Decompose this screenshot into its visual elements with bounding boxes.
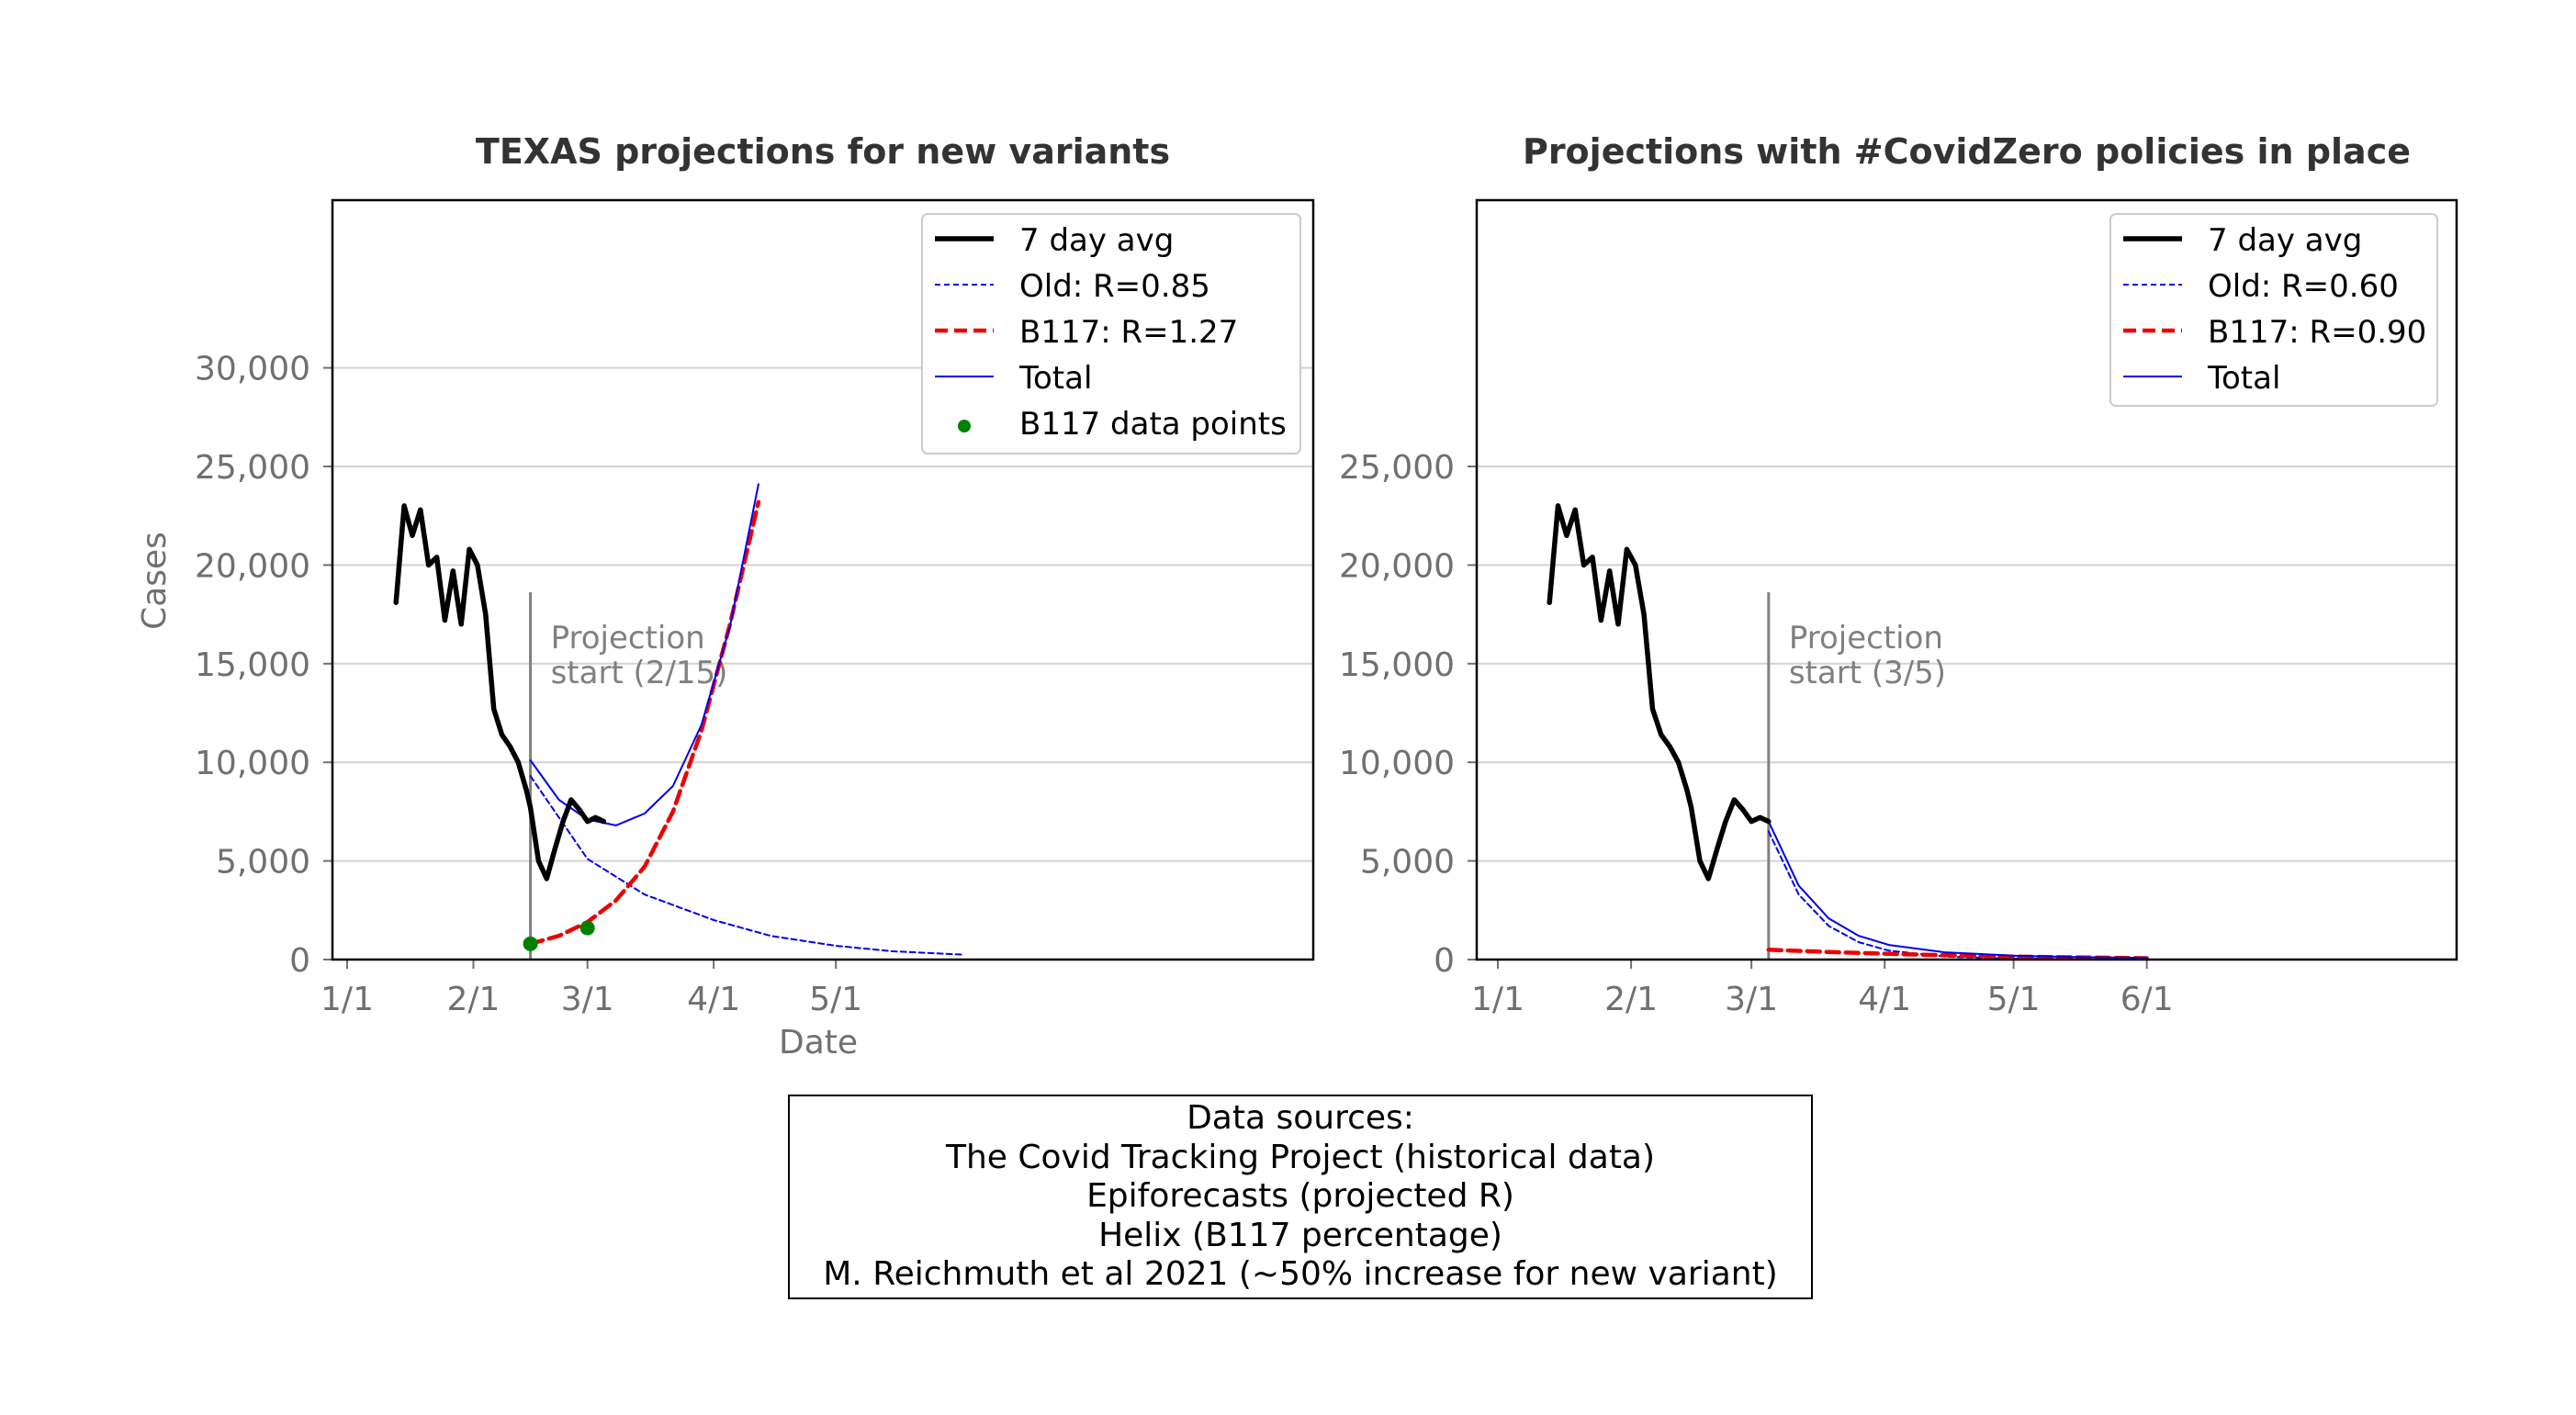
legend-label: B117: R=1.27 (1019, 314, 1238, 351)
legend-label: Old: R=0.85 (1019, 268, 1210, 305)
legend-label: 7 day avg (2208, 222, 2362, 259)
series-line (393, 503, 607, 882)
sources-line: Data sources: (1187, 1099, 1414, 1138)
series-line (1767, 820, 2148, 960)
series-line (529, 775, 963, 956)
projection-annotation: start (2/15) (551, 655, 728, 691)
legend-label: Old: R=0.60 (2208, 268, 2399, 305)
y-tick-label: 10,000 (195, 745, 310, 782)
legend-label: Total (1018, 360, 1092, 397)
data-sources-box: Data sources: The Covid Tracking Project… (788, 1095, 1813, 1299)
x-tick-label: 4/1 (1858, 981, 1911, 1018)
y-tick-label: 25,000 (195, 449, 310, 487)
y-tick-label: 0 (289, 942, 310, 980)
series-line (1766, 948, 2149, 960)
series-line (528, 500, 761, 947)
y-tick-label: 5,000 (1360, 844, 1455, 882)
legend-swatch (958, 420, 971, 432)
legend-label: 7 day avg (1019, 222, 1174, 259)
y-tick-label: 0 (1434, 942, 1455, 980)
y-tick-label: 30,000 (195, 351, 310, 388)
x-axis-label: Date (779, 1024, 858, 1061)
sources-line: The Covid Tracking Project (historical d… (945, 1138, 1656, 1176)
b117-data-point (523, 936, 538, 951)
x-tick-label: 6/1 (2120, 981, 2174, 1018)
x-tick-label: 1/1 (321, 981, 374, 1018)
y-tick-label: 15,000 (195, 646, 310, 684)
x-tick-label: 4/1 (687, 981, 740, 1018)
covidzero-projection-panel: Projections with #CovidZero policies in … (1339, 131, 2458, 1018)
legend-label: B117: R=0.90 (2208, 314, 2426, 351)
plot-frame (331, 198, 1315, 961)
legend-box (921, 213, 1301, 455)
y-tick-label: 10,000 (1339, 745, 1455, 782)
sources-line: Epiforecasts (projected R) (1086, 1177, 1514, 1216)
y-tick-label: 5,000 (216, 844, 310, 882)
x-tick-label: 5/1 (1987, 981, 2041, 1018)
legend-label: Total (2207, 360, 2280, 397)
y-tick-label: 15,000 (1339, 646, 1455, 684)
panel-title: Projections with #CovidZero policies in … (1523, 131, 2411, 172)
y-tick-label: 20,000 (1339, 547, 1455, 585)
x-tick-label: 3/1 (561, 981, 614, 1018)
y-tick-label: 25,000 (1339, 449, 1455, 487)
x-tick-label: 3/1 (1725, 981, 1778, 1018)
sources-line: M. Reichmuth et al 2021 (~50% increase f… (823, 1255, 1778, 1294)
legend-label: B117 data points (1019, 406, 1287, 443)
b117-data-point (579, 920, 595, 936)
projection-annotation: Projection (551, 620, 705, 657)
texas-projection-panel: TEXAS projections for new variants 0 5,00… (136, 131, 1315, 1061)
series-line (1547, 503, 1772, 882)
x-tick-label: 2/1 (447, 981, 501, 1018)
projection-annotation: start (3/5) (1789, 655, 1946, 691)
y-tick-label: 20,000 (195, 547, 310, 585)
x-tick-label: 1/1 (1471, 981, 1524, 1018)
sources-line: Helix (B117 percentage) (1098, 1216, 1502, 1254)
y-axis-label: Cases (136, 532, 174, 630)
legend-box (2109, 213, 2438, 407)
panel-title: TEXAS projections for new variants (476, 131, 1170, 172)
plot-frame (1475, 198, 2458, 961)
projection-annotation: Projection (1789, 620, 1943, 657)
x-tick-label: 5/1 (809, 981, 862, 1018)
x-tick-label: 2/1 (1604, 981, 1658, 1018)
